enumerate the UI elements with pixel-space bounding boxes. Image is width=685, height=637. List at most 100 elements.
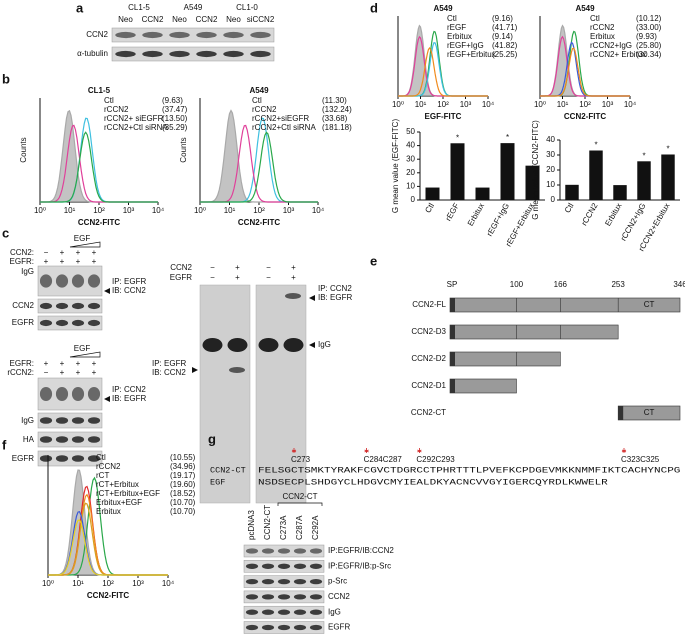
signal-peptide — [450, 352, 455, 366]
band — [71, 417, 85, 424]
x-tick-label: rEGF+IgG — [485, 202, 511, 238]
blot-label: IB: EGFR — [318, 293, 352, 302]
band — [261, 594, 275, 600]
x-axis-label: CCN2-FITC — [238, 218, 280, 227]
band — [87, 417, 101, 424]
x-tick-label: 10⁰ — [534, 100, 546, 109]
panel-label: g — [208, 431, 216, 446]
gradient-wedge — [69, 351, 101, 358]
bar — [425, 187, 440, 200]
band — [87, 302, 101, 310]
legend-label: Ctl — [252, 96, 262, 105]
blot-label: IB: EGFR — [112, 394, 146, 403]
band — [142, 50, 163, 58]
y-axis-label: Counts — [19, 137, 28, 162]
asterisk — [291, 448, 297, 453]
row-label: IgG — [21, 267, 34, 276]
x-tick-label: rEGF — [444, 201, 461, 222]
legend-label: Erbitux+EGF — [96, 498, 142, 507]
x-tick-label: 10⁰ — [42, 579, 54, 588]
bar — [565, 184, 579, 200]
blot-label: IgG — [318, 340, 331, 349]
band — [142, 31, 163, 39]
x-tick-label: 10¹ — [72, 579, 84, 588]
x-tick-label: 10⁰ — [392, 100, 404, 109]
construct-label: CCN2-CT — [411, 408, 446, 417]
band — [229, 367, 245, 373]
construct-label: CCN2-D1 — [411, 381, 446, 390]
legend-value: (10.12) — [636, 14, 662, 23]
position-label: 346 — [673, 280, 685, 289]
band — [55, 386, 69, 402]
band — [55, 455, 69, 462]
legend-value: (9.63) — [162, 96, 183, 105]
sign: + — [76, 359, 81, 368]
gel — [255, 284, 307, 504]
legend-value: (33.68) — [322, 114, 348, 123]
lane-label: CCN2-CT — [263, 505, 272, 540]
sequence: NSDSECPLSHDGYCLHDGVCMYIEALDKYACNCVVGYIGE… — [258, 477, 608, 487]
legend-label: rCCN2+IgG — [590, 41, 632, 50]
x-tick-label: Ctl — [563, 201, 576, 214]
lane-label: Neo — [118, 15, 133, 24]
cysteine-site: C284C287 — [364, 455, 403, 464]
band — [55, 274, 69, 288]
y-tick-label: 30 — [406, 154, 415, 163]
y-tick-label: 50 — [406, 127, 415, 136]
y-tick-label: 0 — [551, 195, 556, 204]
asterisk — [417, 448, 422, 453]
sign: + — [291, 273, 296, 282]
sign: − — [266, 263, 271, 272]
row-label: EGFR — [12, 318, 34, 327]
band — [293, 578, 307, 585]
significance: * — [666, 145, 669, 154]
condition-label: EGFR: — [10, 257, 34, 266]
arrowhead — [309, 342, 315, 348]
band — [277, 609, 291, 615]
band — [309, 609, 323, 615]
sign: + — [44, 359, 49, 368]
y-axis-label: Counts — [179, 137, 188, 162]
band — [261, 624, 275, 631]
y-tick-label: 0 — [411, 195, 416, 204]
band — [115, 50, 136, 58]
row-label: IgG — [328, 607, 341, 616]
row-label: IP:EGFR/IB:CCN2 — [328, 546, 394, 555]
panel-label: f — [2, 437, 7, 452]
legend-label: rCCN2+ Erbitux — [590, 50, 646, 59]
gradient-wedge — [69, 241, 101, 248]
legend-value: (9.93) — [636, 32, 657, 41]
band — [202, 338, 223, 352]
band — [309, 594, 323, 600]
band — [71, 302, 85, 310]
legend-label: rCCN2+siEGFR — [252, 114, 309, 123]
y-tick-label: 10 — [406, 182, 415, 191]
legend-label: rCT+Erbitux+EGF — [96, 489, 160, 498]
band — [39, 455, 53, 462]
domain-box — [449, 351, 561, 367]
legend-label: rCCN2 — [96, 462, 121, 471]
x-tick-label: 10⁴ — [152, 206, 165, 215]
blot — [37, 412, 103, 429]
domain-box — [449, 378, 517, 394]
legend-label: rEGF — [447, 23, 466, 32]
sign: + — [92, 257, 97, 266]
row-label: CCN2 — [86, 30, 108, 39]
bar — [500, 143, 515, 200]
lane-label: CCN2 — [196, 15, 218, 24]
y-tick-label: 20 — [406, 168, 415, 177]
signal-peptide — [450, 298, 455, 312]
legend-label: Erbitux — [447, 32, 472, 41]
sequence-name: CCN2-CT — [210, 465, 246, 475]
row-label: CCN2 — [328, 592, 350, 601]
legend-value: (34.96) — [170, 462, 196, 471]
legend-label: Ctl — [447, 14, 457, 23]
position-label: 253 — [611, 280, 625, 289]
sign: − — [210, 273, 215, 282]
sp-label: SP — [447, 280, 458, 289]
legend-value: (41.71) — [492, 23, 518, 32]
position-label: 100 — [510, 280, 524, 289]
panel-label: b — [2, 71, 10, 86]
sign: − — [210, 263, 215, 272]
legend-label: Erbitux — [590, 32, 615, 41]
